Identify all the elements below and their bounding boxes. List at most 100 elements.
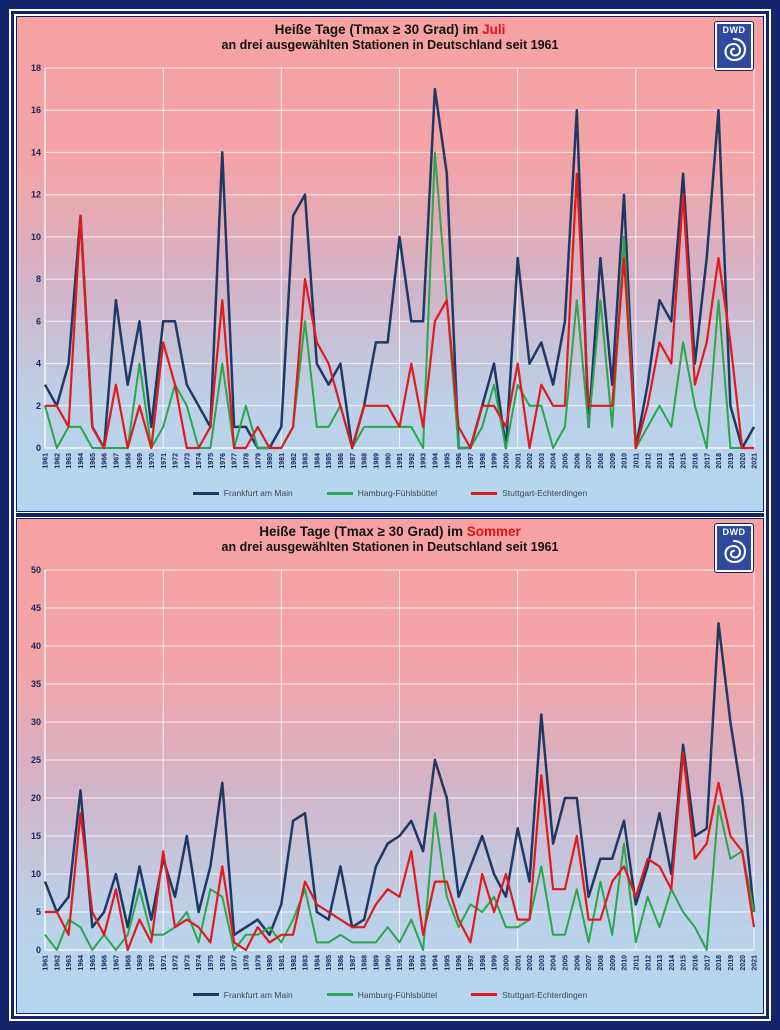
x-tick-label: 1984 bbox=[314, 453, 321, 469]
x-tick-label: 1981 bbox=[279, 955, 286, 971]
x-tick-label: 1965 bbox=[90, 453, 97, 469]
x-tick-label: 1995 bbox=[444, 453, 451, 469]
legend-item-hamburg: Hamburg-Fühlsbüttel bbox=[326, 990, 437, 1000]
x-tick-label: 1976 bbox=[220, 955, 227, 971]
y-tick-label: 10 bbox=[31, 232, 41, 242]
x-tick-label: 2006 bbox=[574, 955, 581, 971]
x-tick-label: 1970 bbox=[149, 453, 156, 469]
x-tick-label: 1975 bbox=[208, 453, 215, 469]
x-tick-label: 1978 bbox=[244, 453, 251, 469]
x-tick-label: 1990 bbox=[385, 955, 392, 971]
series-line-hamburg-fühlsbüttel bbox=[44, 804, 755, 951]
x-tick-label: 1995 bbox=[444, 955, 451, 971]
x-tick-label: 1963 bbox=[66, 955, 73, 971]
x-tick-label: 2005 bbox=[563, 453, 570, 469]
x-tick-label: 2006 bbox=[574, 453, 581, 469]
x-tick-label: 1961 bbox=[43, 453, 50, 469]
x-tick-label: 1994 bbox=[433, 955, 440, 971]
y-tick-label: 40 bbox=[31, 641, 41, 651]
x-tick-label: 2021 bbox=[752, 955, 759, 971]
x-tick-label: 1968 bbox=[125, 955, 132, 971]
x-tick-label: 1961 bbox=[43, 955, 50, 971]
x-tick-label: 2001 bbox=[515, 453, 522, 469]
x-tick-label: 1966 bbox=[102, 955, 109, 971]
x-tick-label: 1986 bbox=[338, 453, 345, 469]
x-tick-label: 2017 bbox=[704, 453, 711, 469]
legend-label-stuttgart: Stuttgart-Echterdingen bbox=[502, 989, 588, 1000]
x-tick-label: 2002 bbox=[527, 955, 534, 971]
y-tick-label: 50 bbox=[31, 565, 41, 575]
x-tick-label: 1983 bbox=[303, 453, 310, 469]
series-line-stuttgart-echterdingen bbox=[45, 172, 754, 450]
x-tick-label: 1988 bbox=[362, 453, 369, 469]
x-tick-label: 1962 bbox=[54, 955, 61, 971]
color-swatch-hamburg bbox=[326, 491, 353, 495]
x-tick-label: 1964 bbox=[78, 955, 85, 971]
dwd-logo-text: DWD bbox=[722, 25, 746, 35]
legend-label-frankfurt: Frankfurt am Main bbox=[223, 488, 293, 498]
x-tick-label: 2012 bbox=[645, 955, 652, 971]
x-tick-label: 2008 bbox=[598, 453, 605, 469]
x-tick-label: 1992 bbox=[409, 453, 416, 469]
color-swatch-hamburg bbox=[326, 993, 353, 997]
x-tick-label: 2016 bbox=[693, 955, 700, 971]
x-tick-label: 1988 bbox=[362, 955, 369, 971]
x-tick-label: 1965 bbox=[90, 955, 97, 971]
chart-panel-summer: Heiße Tage (Tmax ≥ 30 Grad) im Sommer an… bbox=[16, 517, 764, 1014]
x-tick-label: 1989 bbox=[374, 955, 381, 971]
x-tick-label: 1978 bbox=[244, 955, 251, 971]
y-tick-label: 0 bbox=[36, 443, 41, 453]
x-tick-label: 1983 bbox=[303, 955, 310, 971]
x-tick-label: 2018 bbox=[716, 955, 723, 971]
x-tick-label: 1991 bbox=[397, 453, 404, 469]
x-tick-label: 2011 bbox=[633, 955, 640, 970]
x-tick-label: 1987 bbox=[350, 955, 357, 971]
line-chart-summer: 0 5 10 15 20 25 30 35 40 45 50 1961 1962 1963 1964 1965… bbox=[31, 565, 759, 971]
chart-title-summer: Heiße Tage (Tmax ≥ 30 Grad) im Sommer bbox=[17, 524, 763, 540]
panel-divider bbox=[16, 513, 764, 517]
title-highlight-summer: Sommer bbox=[466, 523, 521, 539]
title-prefix: Heiße Tage (Tmax ≥ 30 Grad) im bbox=[259, 523, 467, 539]
x-tick-label: 2010 bbox=[622, 453, 629, 469]
x-tick-label: 1981 bbox=[279, 453, 286, 469]
y-tick-label: 5 bbox=[36, 907, 41, 917]
x-tick-label: 2001 bbox=[515, 955, 522, 971]
x-tick-label: 1996 bbox=[456, 453, 463, 469]
x-tick-label: 2014 bbox=[669, 955, 676, 971]
dwd-logo-text: DWD bbox=[722, 526, 746, 537]
x-tick-label: 2009 bbox=[610, 955, 617, 971]
x-tick-label: 1991 bbox=[397, 955, 404, 971]
x-tick-label: 1966 bbox=[102, 453, 109, 469]
x-tick-label: 1998 bbox=[480, 453, 487, 469]
x-tick-label: 1976 bbox=[220, 453, 227, 469]
x-tick-label: 2010 bbox=[622, 955, 629, 971]
x-tick-label: 1984 bbox=[314, 955, 321, 971]
x-tick-label: 2004 bbox=[551, 453, 558, 469]
y-tick-label: 18 bbox=[31, 63, 41, 73]
x-tick-label: 1963 bbox=[66, 453, 73, 469]
x-tick-label: 1999 bbox=[492, 453, 499, 469]
x-tick-label: 2013 bbox=[657, 955, 664, 971]
x-tick-label: 2021 bbox=[752, 453, 759, 469]
x-tick-label: 1980 bbox=[267, 453, 274, 469]
x-tick-label: 1998 bbox=[480, 955, 487, 971]
x-tick-label: 1964 bbox=[78, 453, 85, 469]
color-swatch-stuttgart bbox=[471, 993, 498, 997]
x-tick-label: 1969 bbox=[137, 453, 144, 469]
x-tick-label: 1971 bbox=[161, 453, 168, 469]
x-tick-label: 1979 bbox=[255, 955, 262, 971]
chart-panel-july: Heiße Tage (Tmax ≥ 30 Grad) im Juli an d… bbox=[16, 16, 764, 513]
legend-label-stuttgart: Stuttgart-Echterdingen bbox=[502, 488, 588, 498]
legend-item-frankfurt: Frankfurt am Main bbox=[192, 990, 293, 1000]
x-tick-label: 2011 bbox=[633, 453, 640, 468]
title-highlight-july: Juli bbox=[482, 22, 506, 37]
legend-item-hamburg: Hamburg-Fühlsbüttel bbox=[326, 488, 437, 498]
y-tick-label: 30 bbox=[31, 717, 41, 727]
x-tick-label: 1997 bbox=[468, 453, 475, 469]
x-tick-label: 1986 bbox=[338, 955, 345, 971]
x-tick-label: 2019 bbox=[728, 453, 735, 469]
y-tick-label: 0 bbox=[36, 945, 41, 955]
dwd-spiral-icon bbox=[724, 37, 747, 62]
x-tick-label: 1973 bbox=[184, 955, 191, 971]
x-tick-label: 2005 bbox=[563, 955, 570, 971]
